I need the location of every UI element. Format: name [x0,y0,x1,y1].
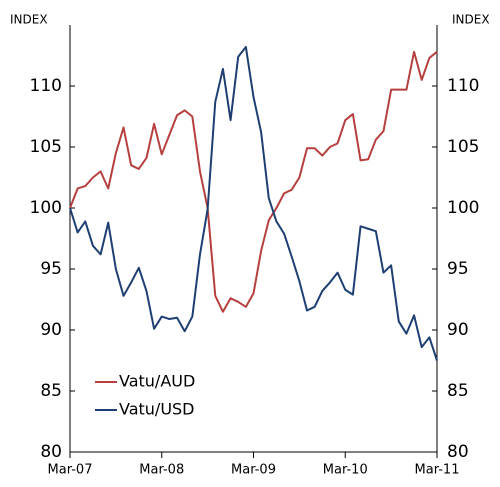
y-tick-label: 110 [30,76,62,96]
line-series [69,50,438,313]
y-tick-label: 85 [40,381,62,401]
y2-tick-label: 100 [447,198,479,218]
y-tick-label: 90 [40,320,62,340]
y-tick-label: 80 [40,442,62,462]
line-series [69,45,438,361]
x-tick-label: Mar-10 [323,463,368,478]
legend-label: Vatu/AUD [119,372,195,391]
y2-axis-label: INDEX [452,13,490,27]
x-tick-label: Mar-07 [48,463,93,478]
y-tick-label: 95 [40,259,62,279]
x-tick-label: Mar-09 [231,463,276,478]
y2-tick-label: 80 [447,442,469,462]
y2-tick-label: 90 [447,320,469,340]
y-tick-label: 100 [30,198,62,218]
x-tick-label: Mar-11 [415,463,460,478]
y2-tick-label: 85 [447,381,469,401]
legend-label: Vatu/USD [119,400,195,419]
y-axis-label: INDEX [10,13,48,27]
y2-tick-label: 105 [447,137,479,157]
x-tick-label: Mar-08 [139,463,184,478]
y-tick-label: 105 [30,137,62,157]
y2-tick-label: 95 [447,259,469,279]
y2-tick-label: 110 [447,76,479,96]
